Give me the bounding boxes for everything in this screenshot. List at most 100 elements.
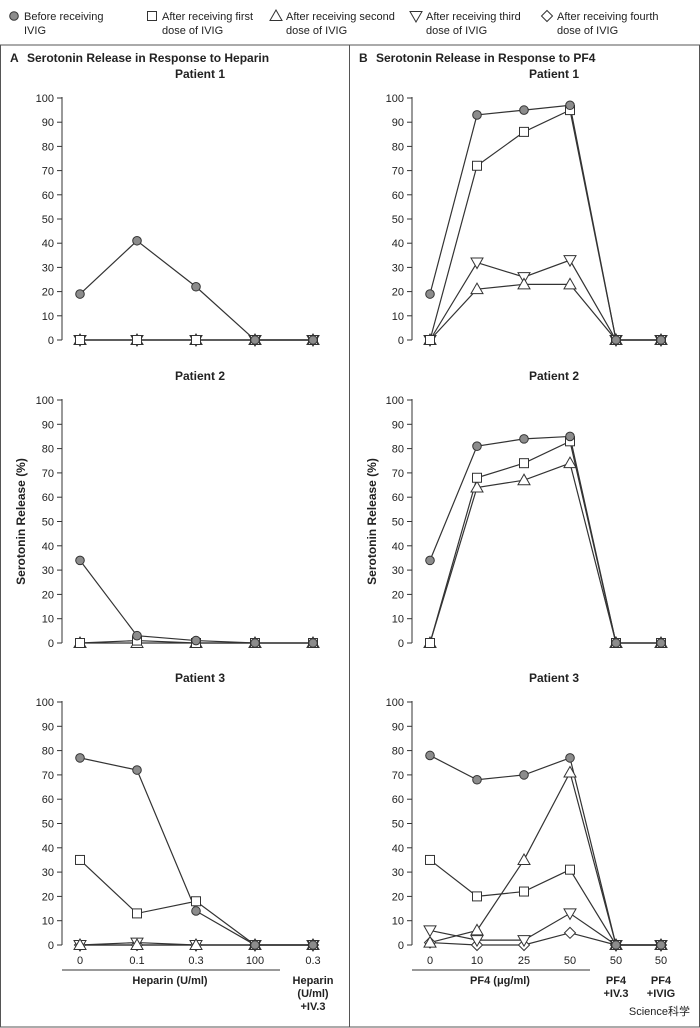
series-line-triangle-up [429, 770, 661, 946]
data-point-triangle-down [563, 908, 577, 921]
data-point-circle [425, 289, 435, 299]
series-line-square [429, 440, 661, 644]
x-extra-label: (U/ml) [297, 988, 329, 1000]
data-point-circle [75, 555, 85, 566]
data-point-square [132, 908, 142, 919]
y-tick-label: 10 [42, 311, 54, 323]
y-tick-label: 90 [392, 117, 404, 129]
legend-item: After receiving third dose of IVIG [409, 11, 521, 37]
data-point-square [191, 896, 201, 907]
y-tick-label: 60 [42, 492, 54, 504]
legend-label: dose of IVIG [162, 25, 223, 37]
series-line-triangle-down [429, 259, 661, 341]
subplot-patient-2: Patient 2 0 10 20 30 40 50 60 70 80 90 100 Serotonin… [14, 369, 320, 650]
data-point-circle [75, 289, 85, 299]
y-tick-label: 40 [392, 843, 404, 855]
series-line-square [429, 859, 661, 946]
data-point-triangle-up [130, 937, 144, 950]
y-tick-label: 50 [42, 819, 54, 831]
y-tick-label: 50 [42, 214, 54, 226]
series-line-circle [429, 754, 661, 946]
y-tick-label: 80 [42, 444, 54, 456]
data-point-circle [191, 635, 201, 646]
legend-marker-square [147, 11, 157, 21]
y-tick-label: 100 [386, 93, 404, 105]
y-tick-label: 80 [42, 746, 54, 758]
data-point-triangle-up [517, 473, 531, 486]
y-tick-label: 60 [392, 492, 404, 504]
series-line-circle [79, 757, 313, 946]
data-point-square [191, 335, 201, 345]
y-tick-label: 40 [42, 843, 54, 855]
data-point-circle [250, 940, 260, 950]
data-point-circle [656, 335, 666, 345]
data-point-circle [250, 638, 260, 648]
x-axis-label: PF4 (μg/ml) [470, 975, 530, 987]
data-point-triangle-down [470, 935, 484, 948]
y-tick-label: 0 [398, 940, 404, 952]
x-tick-label: 50 [655, 955, 667, 967]
series-line-square [429, 109, 661, 341]
data-point-triangle-up [189, 937, 203, 950]
data-point-circle [472, 110, 482, 120]
data-point-circle [132, 630, 142, 641]
x-tick-label: 0.3 [305, 955, 320, 967]
data-point-triangle-up [563, 765, 577, 778]
y-tick-label: 40 [42, 541, 54, 553]
x-axis: 0 0.1 0.3 100 0.3 Heparin (U/ml) Heparin(U/ml)… [62, 955, 334, 1013]
y-tick-label: 70 [42, 468, 54, 480]
data-point-circle [519, 770, 529, 780]
data-point-circle [656, 940, 666, 950]
data-point-triangle-up [470, 923, 484, 936]
y-tick-label: 90 [392, 721, 404, 733]
panel-frame [0, 44, 700, 1028]
y-tick-label: 50 [392, 517, 404, 529]
x-tick-label: 0 [427, 955, 433, 967]
y-tick-label: 20 [392, 589, 404, 601]
x-extra-label: PF4 [606, 975, 627, 987]
series-line-diamond [429, 932, 661, 946]
data-point-square [519, 126, 529, 137]
panel-title: Serotonin Release in Response to Heparin [27, 51, 269, 65]
legend-label: After receiving third [426, 11, 521, 23]
x-tick-label: 0 [77, 955, 83, 967]
y-tick-label: 90 [392, 419, 404, 431]
y-tick-label: 10 [392, 614, 404, 626]
series-line-triangle-up [429, 462, 661, 644]
y-tick-label: 10 [392, 916, 404, 928]
data-point-circle [519, 434, 529, 444]
y-tick-label: 100 [36, 395, 54, 407]
data-point-triangle-up [423, 935, 437, 948]
data-point-circle [472, 441, 482, 451]
legend-label: After receiving second [286, 11, 395, 23]
y-tick-label: 10 [42, 614, 54, 626]
y-tick-label: 30 [392, 867, 404, 879]
data-point-triangle-up [563, 456, 577, 469]
x-axis-label: Heparin (U/ml) [132, 975, 208, 987]
y-tick-label: 80 [392, 746, 404, 758]
y-tick-label: 30 [42, 867, 54, 879]
y-tick-label: 40 [42, 238, 54, 250]
data-point-circle [191, 906, 201, 916]
subplot-patient-2: Patient 2 0 10 20 30 40 50 60 70 80 90 100 Serotonin… [365, 369, 668, 650]
y-tick-label: 10 [392, 311, 404, 323]
data-point-triangle-up [517, 852, 531, 865]
subplot-patient-3: Patient 3 0 10 20 30 40 50 60 70 80 90 100 [386, 671, 668, 953]
x-tick-label: 25 [518, 955, 530, 967]
data-point-triangle-down [563, 255, 577, 268]
y-tick-label: 60 [42, 190, 54, 202]
y-axis-label: Serotonin Release (%) [365, 458, 379, 585]
legend-marker-triangle-up [269, 8, 283, 21]
legend-item: Before receiving IVIG [9, 11, 104, 37]
y-tick-label: 0 [48, 335, 54, 347]
panel-letter: A [10, 51, 19, 65]
data-point-circle [132, 235, 142, 246]
y-tick-label: 20 [42, 589, 54, 601]
legend-item: After receiving fourth dose of IVIG [540, 9, 659, 37]
x-extra-label: +IV.3 [604, 988, 629, 1000]
y-tick-label: 0 [48, 940, 54, 952]
data-point-circle [656, 638, 666, 648]
subplot-title: Patient 2 [529, 369, 579, 383]
y-tick-label: 30 [42, 262, 54, 274]
subplot-title: Patient 3 [175, 671, 225, 685]
